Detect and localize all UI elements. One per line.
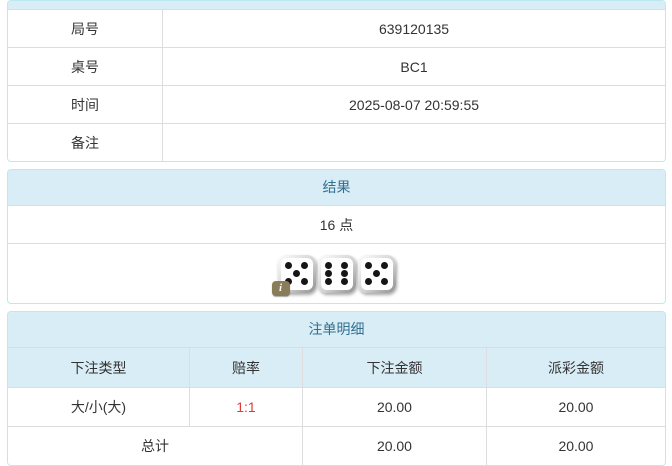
die-pip — [365, 262, 373, 270]
bet-type: 大/小(大) — [8, 388, 190, 426]
table-no-value: BC1 — [400, 58, 428, 75]
bet-details-panel: 注单明细 下注类型 赔率 下注金额 派彩金额 大/小(大) 1:1 20.00 … — [7, 311, 666, 466]
round-value: 639120135 — [378, 20, 450, 37]
game-info-panel-heading — [8, 1, 665, 10]
die-pip — [325, 270, 333, 277]
bet-odds: 1:1 — [190, 388, 303, 426]
table-row-round: 局号 639120135 — [8, 10, 665, 48]
col-payout-amount: 派彩金额 — [547, 359, 604, 376]
total-bet-amount: 20.00 — [303, 427, 487, 465]
die-pip — [380, 277, 388, 285]
die-2 — [317, 254, 356, 293]
die-3 — [357, 254, 396, 293]
bet-details-title: 注单明细 — [8, 312, 665, 348]
result-points: 16 点 — [319, 216, 354, 233]
time-label: 时间 — [8, 86, 164, 123]
bet-amount: 20.00 — [303, 388, 487, 426]
die-pip — [300, 262, 308, 270]
col-odds: 赔率 — [190, 348, 303, 387]
die-face — [360, 257, 393, 290]
table-row-table-no: 桌号 BC1 — [8, 48, 665, 86]
die-pip — [340, 262, 348, 270]
result-points-row: 16 点 — [8, 206, 665, 244]
total-label: 总计 — [8, 427, 303, 465]
result-panel-title: 结果 — [8, 170, 665, 206]
remark-value — [163, 124, 665, 161]
time-value: 2025-08-07 20:59:55 — [349, 96, 480, 113]
total-payout-amount: 20.00 — [558, 438, 594, 454]
die-pip — [325, 277, 333, 285]
die-1: i — [271, 254, 316, 296]
result-panel: 结果 16 点 i — [7, 169, 666, 304]
game-info-panel: 局号 639120135 桌号 BC1 时间 2025-08-07 20:59:… — [7, 0, 666, 162]
table-row-time: 时间 2025-08-07 20:59:55 — [8, 86, 665, 124]
round-label: 局号 — [8, 10, 164, 47]
bet-payout: 20.00 — [558, 399, 594, 415]
game-info-table: 局号 639120135 桌号 BC1 时间 2025-08-07 20:59:… — [8, 10, 665, 161]
bets-header-row: 下注类型 赔率 下注金额 派彩金额 — [8, 348, 665, 388]
bet-row: 大/小(大) 1:1 20.00 20.00 — [8, 388, 665, 427]
col-bet-type: 下注类型 — [8, 348, 190, 387]
info-badge-icon[interactable]: i — [271, 280, 290, 296]
die-pip — [373, 270, 380, 277]
total-row: 总计 20.00 20.00 — [8, 427, 665, 465]
remark-label: 备注 — [8, 124, 164, 161]
dice-row: i — [8, 244, 665, 303]
die-pip — [325, 262, 333, 270]
die-pip — [340, 277, 348, 285]
die-pip — [285, 262, 293, 270]
die-pip — [365, 277, 373, 285]
table-no-label: 桌号 — [8, 48, 164, 85]
die-face — [320, 257, 353, 290]
table-row-remark: 备注 — [8, 124, 665, 161]
die-pip — [300, 277, 308, 285]
col-bet-amount: 下注金额 — [303, 348, 487, 387]
bet-details-table: 下注类型 赔率 下注金额 派彩金额 大/小(大) 1:1 20.00 20.00… — [8, 348, 665, 465]
die-pip — [380, 262, 388, 270]
die-pip — [340, 270, 348, 277]
die-pip — [293, 270, 300, 277]
